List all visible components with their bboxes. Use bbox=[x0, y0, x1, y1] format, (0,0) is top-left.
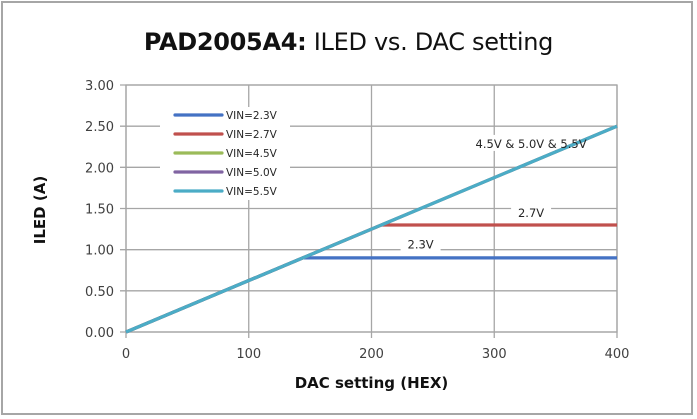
annotation-box bbox=[511, 204, 552, 221]
annotation-label: 4.5V & 5.0V & 5.5V bbox=[476, 137, 587, 151]
y-tick-label: 0.50 bbox=[85, 285, 114, 300]
chart-title: PAD2005A4: ILED vs. DAC setting bbox=[0, 28, 697, 56]
y-tick-label: 1.50 bbox=[85, 203, 114, 218]
x-tick-label: 300 bbox=[482, 347, 507, 362]
chart-title-prefix: PAD2005A4: bbox=[143, 28, 307, 56]
annotation-label: 2.7V bbox=[518, 206, 544, 220]
annotation-label: 2.3V bbox=[408, 237, 434, 251]
y-tick-label: 2.00 bbox=[85, 161, 114, 176]
series-line-vin-5-5v bbox=[125, 124, 618, 334]
legend-label: VIN=4.5V bbox=[226, 148, 278, 160]
x-tick-label: 0 bbox=[122, 347, 130, 362]
x-tick-label: 200 bbox=[359, 347, 384, 362]
chart-title-suffix: ILED vs. DAC setting bbox=[306, 28, 554, 56]
legend-label: VIN=5.0V bbox=[226, 167, 278, 179]
plot-border bbox=[125, 84, 618, 333]
y-tick-label: 1.00 bbox=[85, 244, 114, 259]
legend-label: VIN=2.3V bbox=[226, 110, 278, 122]
x-tick-label: 400 bbox=[605, 347, 630, 362]
x-tick-label: 100 bbox=[236, 347, 261, 362]
y-tick-label: 2.50 bbox=[85, 120, 114, 135]
y-tick-label: 3.00 bbox=[85, 79, 114, 94]
annotation-box bbox=[400, 235, 441, 252]
x-axis-label: DAC setting (HEX) bbox=[294, 374, 449, 392]
legend-label: VIN=5.5V bbox=[226, 186, 278, 198]
y-tick-label: 0.00 bbox=[85, 326, 114, 341]
legend-label: VIN=2.7V bbox=[226, 129, 278, 141]
